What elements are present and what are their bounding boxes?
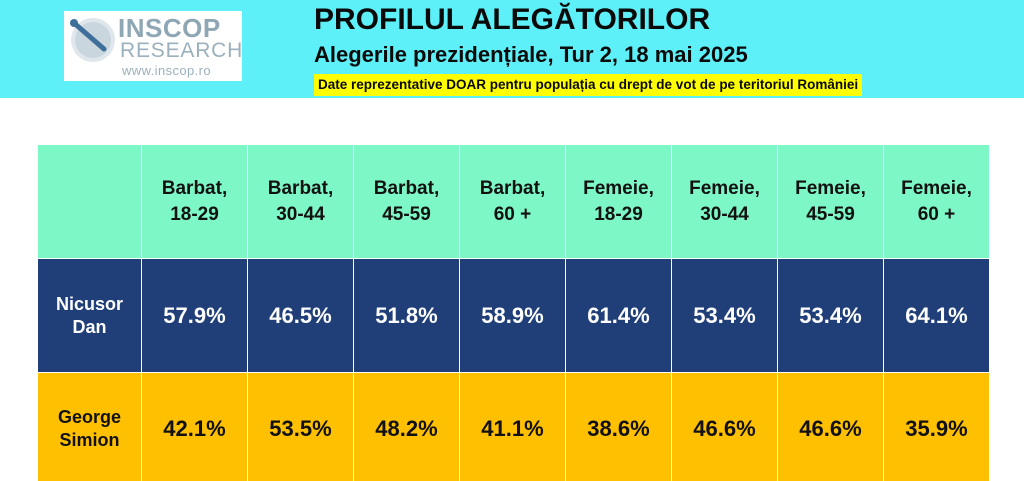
- column-header-2: Barbat, 45-59: [353, 144, 460, 259]
- column-header-7: Femeie, 60 +: [883, 144, 990, 259]
- table-row: Nicusor Dan 57.9% 46.5% 51.8% 58.9% 61.4% 53.4%…: [37, 258, 990, 373]
- value-cell-0-4: 61.4%: [565, 258, 672, 373]
- page-title: PROFILUL ALEGĂTORILOR: [314, 3, 711, 36]
- logo-text-url: www.inscop.ro: [122, 63, 212, 78]
- row-label-1: George Simion: [37, 372, 142, 481]
- column-header-1: Barbat, 30-44: [247, 144, 354, 259]
- value-cell-1-4: 38.6%: [565, 372, 672, 481]
- representativity-note: Date reprezentative DOAR pentru populați…: [314, 74, 863, 96]
- value-cell-0-6: 53.4%: [777, 258, 884, 373]
- value-cell-0-0: 57.9%: [141, 258, 248, 373]
- page-subtitle: Alegerile prezidențiale, Tur 2, 18 mai 2…: [314, 42, 748, 67]
- value-cell-1-0: 42.1%: [141, 372, 248, 481]
- value-cell-0-7: 64.1%: [883, 258, 990, 373]
- value-cell-0-5: 53.4%: [671, 258, 778, 373]
- table-header-row: Barbat, 18-29 Barbat, 30-44 Barbat, 45-59 Barb…: [37, 144, 990, 259]
- row-label-0: Nicusor Dan: [37, 258, 142, 373]
- value-cell-1-2: 48.2%: [353, 372, 460, 481]
- logo-mark-icon: [70, 18, 115, 62]
- column-header-4: Femeie, 18-29: [565, 144, 672, 259]
- value-cell-1-1: 53.5%: [247, 372, 354, 481]
- results-table: Barbat, 18-29 Barbat, 30-44 Barbat, 45-59 Barb…: [37, 144, 990, 481]
- value-cell-0-2: 51.8%: [353, 258, 460, 373]
- column-header-3: Barbat, 60 +: [459, 144, 566, 259]
- value-cell-0-3: 58.9%: [459, 258, 566, 373]
- value-cell-1-3: 41.1%: [459, 372, 566, 481]
- column-header-0: Barbat, 18-29: [141, 144, 248, 259]
- table-corner-cell: [37, 144, 142, 259]
- value-cell-1-7: 35.9%: [883, 372, 990, 481]
- header-banner: INSCOP RESEARCH www.inscop.ro PROFILUL A…: [0, 0, 1024, 98]
- column-header-6: Femeie, 45-59: [777, 144, 884, 259]
- value-cell-0-1: 46.5%: [247, 258, 354, 373]
- table-row: George Simion 42.1% 53.5% 48.2% 41.1% 38.6% 46.…: [37, 372, 990, 481]
- value-cell-1-6: 46.6%: [777, 372, 884, 481]
- column-header-5: Femeie, 30-44: [671, 144, 778, 259]
- value-cell-1-5: 46.6%: [671, 372, 778, 481]
- results-table-wrap: Barbat, 18-29 Barbat, 30-44 Barbat, 45-59 Barb…: [37, 144, 990, 481]
- inscop-logo: INSCOP RESEARCH www.inscop.ro: [64, 11, 242, 81]
- logo-text-inscop: INSCOP: [118, 13, 221, 43]
- logo-text-research: RESEARCH: [120, 39, 244, 62]
